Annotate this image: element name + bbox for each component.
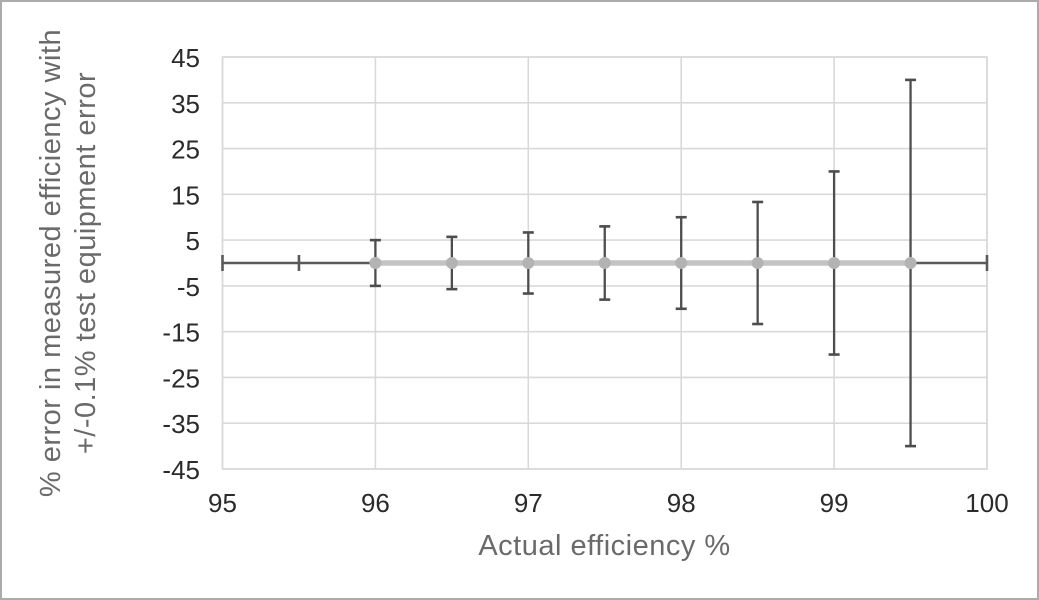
data-point-marker xyxy=(675,257,688,269)
data-point-marker xyxy=(828,257,841,269)
y-axis-title-line1: % error in measured efficiency with xyxy=(35,28,68,498)
y-tick-label: -25 xyxy=(162,363,200,393)
y-tick-label: 15 xyxy=(171,180,200,210)
x-tick-label: 100 xyxy=(965,488,1008,518)
y-tick-label: 35 xyxy=(171,89,200,119)
data-point-marker xyxy=(751,257,764,269)
y-axis-title: % error in measured efficiency with +/-0… xyxy=(34,3,104,523)
x-tick-label: 99 xyxy=(820,488,849,518)
data-point-marker xyxy=(904,257,917,269)
y-tick-label: -5 xyxy=(177,272,200,302)
data-point-marker xyxy=(522,257,535,269)
data-point-marker xyxy=(598,257,611,269)
data-point-marker xyxy=(369,257,382,269)
x-tick-label: 98 xyxy=(667,488,696,518)
x-tick-label: 96 xyxy=(361,488,390,518)
y-tick-label: 25 xyxy=(171,135,200,165)
x-tick-label: 95 xyxy=(208,488,237,518)
x-axis-title: Actual efficiency % xyxy=(478,530,731,562)
y-tick-label: -35 xyxy=(162,409,200,439)
y-tick-label: -45 xyxy=(162,455,200,485)
y-tick-label: -15 xyxy=(162,318,200,348)
y-tick-label: 45 xyxy=(171,43,200,73)
y-tick-label: 5 xyxy=(186,226,200,256)
data-point-marker xyxy=(445,257,458,269)
y-axis-title-line2: +/-0.1% test equipment error xyxy=(70,71,102,455)
x-tick-label: 97 xyxy=(514,488,543,518)
